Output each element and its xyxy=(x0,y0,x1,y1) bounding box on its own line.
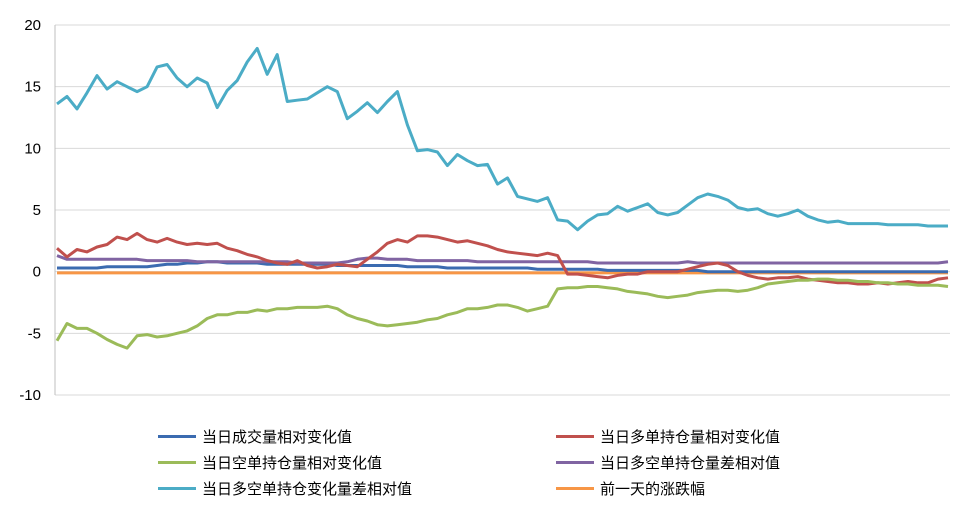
series-line-4 xyxy=(56,46,948,232)
legend-item-prev-day-change: 前一天的涨跌幅 xyxy=(556,478,705,499)
legend-swatch xyxy=(556,461,594,464)
legend-label: 当日多空单持仓变化量差相对值 xyxy=(202,480,413,498)
legend-label: 前一天的涨跌幅 xyxy=(600,480,706,498)
y-tick-label: 10 xyxy=(24,140,41,157)
legend-swatch xyxy=(158,435,196,438)
series-line-3 xyxy=(56,254,949,265)
legend-item-long-position: 当日多单持仓量相对变化值 xyxy=(556,426,780,447)
legend-swatch xyxy=(158,461,196,464)
legend: 当日成交量相对变化值 当日多单持仓量相对变化值 当日空单持仓量相对变化值 当日多… xyxy=(0,420,960,516)
legend-item-volume: 当日成交量相对变化值 xyxy=(158,426,352,447)
series-lines xyxy=(55,46,949,350)
legend-swatch xyxy=(556,487,594,490)
legend-swatch xyxy=(556,435,594,438)
y-tick-label: -5 xyxy=(28,325,41,342)
series-line-1 xyxy=(56,231,949,286)
legend-label: 当日空单持仓量相对变化值 xyxy=(202,454,383,472)
y-tick-label: -10 xyxy=(19,387,41,404)
legend-label: 当日成交量相对变化值 xyxy=(202,428,353,446)
legend-label: 当日多单持仓量相对变化值 xyxy=(600,428,781,446)
legend-label: 当日多空单持仓量差相对值 xyxy=(600,454,781,472)
y-tick-label: 5 xyxy=(33,202,41,219)
y-tick-label: 15 xyxy=(24,79,41,96)
y-tick-label: 20 xyxy=(24,17,41,34)
y-axis-ticks: 20 15 10 5 0 -5 -10 xyxy=(19,17,41,404)
legend-item-short-position: 当日空单持仓量相对变化值 xyxy=(158,452,382,473)
series-line-2 xyxy=(55,277,949,350)
line-chart: 20 15 10 5 0 -5 -10 xyxy=(19,17,950,404)
gridlines xyxy=(54,24,950,396)
legend-swatch xyxy=(158,487,196,490)
legend-item-long-short-diff: 当日多空单持仓量差相对值 xyxy=(556,452,780,473)
y-tick-label: 0 xyxy=(33,264,41,281)
legend-item-change-diff: 当日多空单持仓变化量差相对值 xyxy=(158,478,412,499)
